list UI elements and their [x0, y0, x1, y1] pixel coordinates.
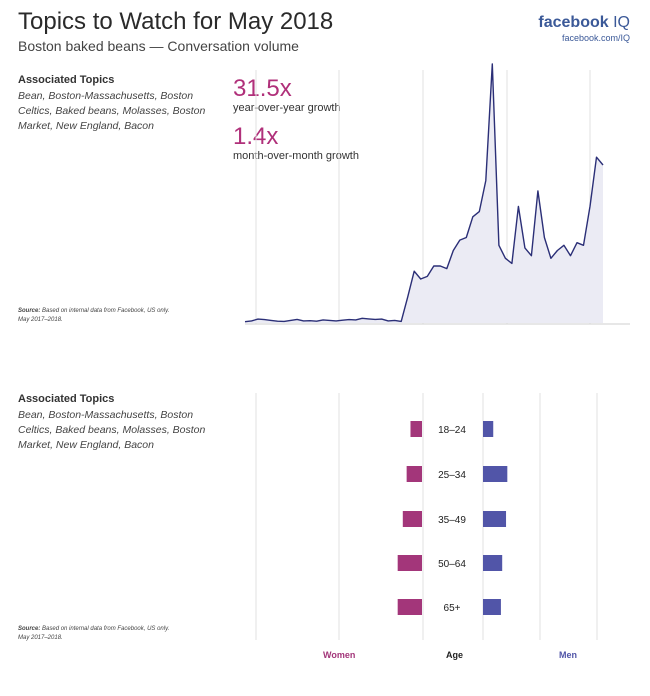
brand-logo[interactable]: facebook IQ facebook.com/IQ: [538, 14, 630, 43]
age-tick-label: 25–34: [438, 470, 466, 481]
line-chart-area: [245, 64, 603, 323]
associated-topics-top: Associated Topics Bean, Boston-Massachus…: [18, 74, 218, 134]
men-bar: [483, 421, 494, 437]
source-note-top: Source: Based on internal data from Face…: [18, 308, 170, 323]
associated-topics-body: Bean, Boston-Massachusetts, Boston Celti…: [18, 409, 206, 451]
women-bar: [402, 511, 422, 527]
legend-women: Women: [323, 650, 356, 660]
men-bar: [483, 511, 507, 527]
associated-topics-body: Bean, Boston-Massachusetts, Boston Celti…: [18, 90, 206, 132]
legend-age: Age: [446, 650, 464, 660]
age-tick-label: 50–64: [438, 559, 466, 570]
mom-label: month-over-month growth: [233, 150, 359, 162]
women-bar: [406, 466, 422, 482]
brand-url-link[interactable]: facebook.com/IQ: [561, 33, 630, 43]
source-note-bottom: Source: Based on internal data from Face…: [18, 626, 170, 641]
associated-topics-bottom: Associated Topics Bean, Boston-Massachus…: [18, 393, 218, 453]
age-tick-label: 35–49: [438, 515, 466, 526]
men-bar: [483, 599, 501, 615]
legend-men: Men: [559, 650, 577, 660]
men-bar: [483, 466, 508, 482]
men-bar: [483, 555, 503, 571]
women-bar: [410, 421, 422, 437]
line-chart-series: [244, 63, 604, 323]
associated-topics-title: Associated Topics: [18, 74, 115, 86]
age-tick-label: 18–24: [438, 425, 466, 436]
associated-topics-title: Associated Topics: [18, 393, 115, 405]
age-tick-label: 65+: [444, 603, 461, 614]
page-subtitle: Boston baked beans — Conversation volume: [18, 38, 299, 54]
yoy-value: 31.5x: [233, 75, 292, 102]
women-bar: [397, 599, 422, 615]
yoy-stat: 31.5x year-over-year growth: [233, 75, 341, 115]
yoy-label: year-over-year growth: [233, 102, 341, 114]
women-bar: [397, 555, 422, 571]
facebook-iq-logo: facebook IQ: [538, 14, 630, 31]
page-title: Topics to Watch for May 2018: [18, 8, 334, 35]
